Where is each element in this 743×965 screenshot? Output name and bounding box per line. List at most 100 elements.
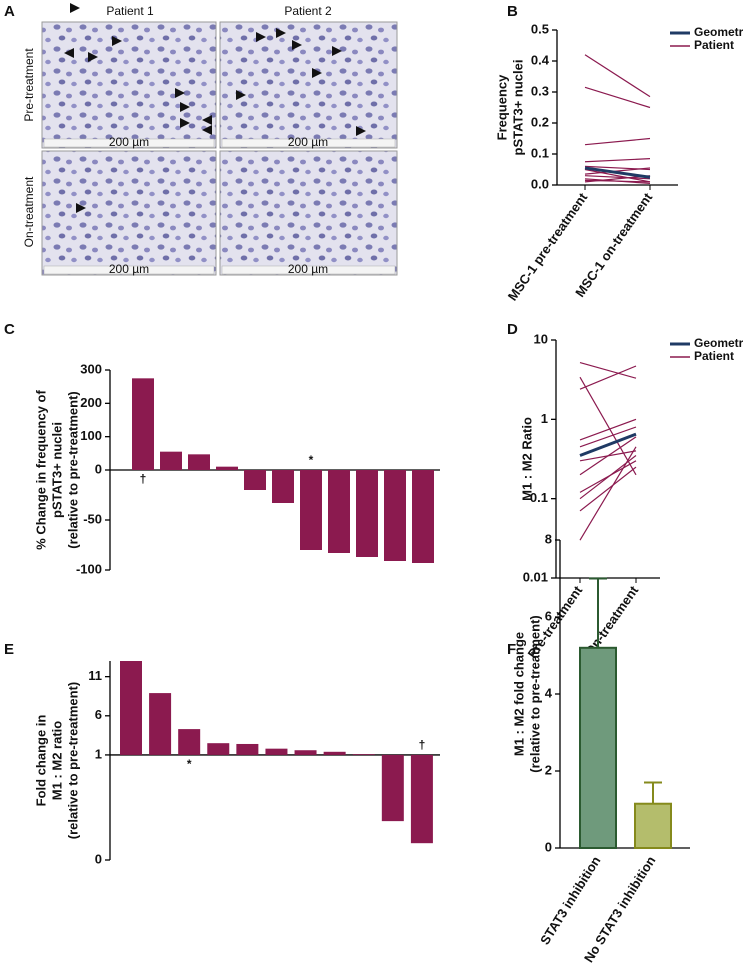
bar [149, 693, 172, 755]
series-line [584, 158, 651, 163]
bar [294, 750, 317, 755]
micrograph [41, 21, 217, 149]
bar [178, 729, 201, 755]
series-line [584, 137, 651, 146]
series-line [584, 178, 651, 185]
row-label: Pre-treatment [22, 48, 36, 122]
bar [412, 470, 434, 563]
y-tick-label: 4 [545, 685, 553, 700]
y-tick-label: 1 [95, 746, 102, 761]
annotation: * [309, 453, 314, 467]
row-label: On-treatment [22, 176, 36, 247]
panel-letter: F [507, 641, 516, 658]
bar [410, 754, 433, 844]
series-line [579, 432, 637, 457]
series-line [584, 54, 651, 98]
micrograph [41, 150, 217, 276]
y-tick-label: 200 [80, 395, 102, 410]
bar [352, 754, 375, 755]
annotation: * [187, 757, 192, 771]
series-line [584, 86, 651, 109]
scale-strip [221, 138, 396, 148]
series-line [579, 426, 637, 448]
bar [120, 661, 142, 755]
y-tick-label: 0.01 [523, 569, 548, 584]
y-tick-label: 0 [545, 839, 552, 854]
bar [381, 754, 404, 822]
y-tick-label: 2 [545, 762, 552, 777]
micrographs [41, 3, 398, 276]
y-tick-label: 0.3 [531, 83, 549, 98]
y-tick-label: 0 [95, 461, 102, 476]
series-line [584, 165, 651, 171]
y-axis-label: (relative to pre-treatment) [65, 391, 80, 548]
scale-strip [43, 265, 215, 275]
series-line [579, 365, 637, 390]
legend-label: Patient [694, 349, 734, 363]
column-label: Patient 1 [106, 4, 154, 18]
bar [328, 470, 350, 553]
y-axis-label: M1 : M2 Ratio [519, 417, 534, 501]
bar [188, 454, 210, 470]
y-tick-label: 6 [545, 608, 552, 623]
bar [244, 470, 266, 490]
y-tick-label: 0.1 [530, 490, 548, 505]
scale-strip [221, 265, 396, 275]
series-line [579, 418, 637, 441]
legend-label: Geometric mean [694, 336, 743, 350]
series-line [579, 460, 637, 493]
series-line [584, 166, 651, 179]
y-tick-label: 0.1 [531, 145, 549, 160]
y-tick-label: 8 [545, 531, 552, 546]
scale-strip [43, 138, 215, 148]
series-line [579, 361, 637, 379]
bar [265, 748, 288, 755]
annotation: † [419, 738, 426, 752]
y-tick-label: 6 [95, 707, 102, 722]
y-tick-label: 10 [534, 331, 548, 346]
bar [160, 451, 182, 470]
scale-label: 200 µm [288, 135, 328, 149]
y-tick-label: 11 [88, 668, 102, 683]
y-tick-label: 300 [80, 361, 102, 376]
panel-letter: A [4, 3, 15, 20]
y-tick-label: 1 [541, 411, 548, 426]
scale-label: 200 µm [109, 262, 149, 276]
bar [384, 470, 406, 561]
x-tick-label: STAT3 inhibition [537, 853, 603, 947]
scale-label: 200 µm [109, 135, 149, 149]
bar [579, 646, 617, 849]
y-axis-label: Fold change in [33, 715, 48, 807]
y-axis-label: pSTAT3+ nuclei [510, 60, 525, 156]
bar [300, 470, 322, 550]
series-line [579, 376, 637, 476]
y-axis-label: M1 : M2 fold change [511, 632, 526, 756]
legend-label: Geometric mean [694, 25, 743, 39]
column-label: Patient 2 [284, 4, 332, 18]
bar [323, 751, 346, 755]
y-tick-label: 0.4 [531, 52, 550, 67]
panel-letter: E [4, 641, 14, 658]
panel-letter: C [4, 321, 15, 338]
panel-letter: D [507, 321, 518, 338]
series-line [584, 175, 651, 180]
y-tick-label: 0.5 [531, 21, 549, 36]
legend-label: Patient [694, 38, 734, 52]
y-tick-label: -50 [83, 511, 102, 526]
y-tick-label: 100 [80, 428, 102, 443]
y-tick-label: 0.0 [531, 176, 549, 191]
y-axis-label: pSTAT3+ nuclei [49, 422, 64, 518]
y-axis-label: M1 : M2 ratio [49, 721, 64, 801]
series-line [579, 450, 637, 462]
bar [132, 378, 154, 470]
bar [207, 743, 230, 755]
micrograph [219, 21, 398, 149]
panel-letter: B [507, 3, 518, 20]
arrowheads [64, 3, 366, 213]
micrograph [219, 150, 398, 276]
y-tick-label: 0.2 [531, 114, 549, 129]
bar [216, 466, 238, 470]
bar [236, 743, 259, 755]
